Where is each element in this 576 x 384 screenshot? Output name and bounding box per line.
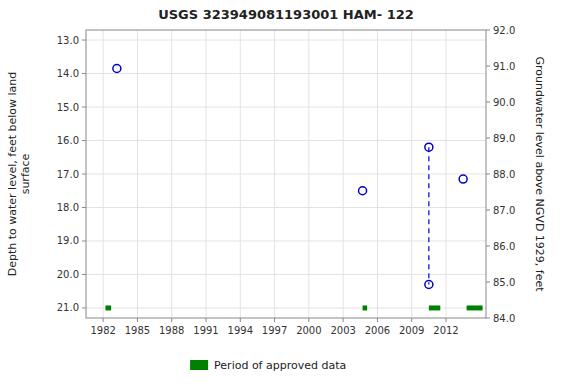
y-tick	[82, 307, 86, 308]
x-tick	[377, 318, 378, 322]
x-tick	[103, 318, 104, 322]
x-tick	[274, 318, 275, 322]
grid-line-y	[86, 240, 486, 241]
x-tick-label: 2012	[433, 325, 458, 336]
y2-tick-label: 84.0	[493, 313, 515, 324]
x-tick	[240, 318, 241, 322]
y2-tick	[486, 30, 490, 31]
y-tick-label: 18.0	[57, 202, 79, 213]
y2-tick-label: 86.0	[493, 241, 515, 252]
y-tick	[82, 107, 86, 108]
axes: 1982 1985 1988 1991 1994 1997 2000 2003 2006 2009…	[57, 25, 516, 337]
x-tick-label: 1982	[90, 325, 115, 336]
y2-tick	[486, 138, 490, 139]
marks	[105, 65, 482, 308]
approved-period-bar	[363, 305, 368, 310]
grid-line-y	[86, 40, 486, 41]
y2-tick-label: 92.0	[493, 25, 515, 36]
legend-swatch	[190, 360, 208, 370]
x-tick-label: 1997	[262, 325, 287, 336]
grid	[86, 30, 486, 318]
x-tick	[446, 318, 447, 322]
point	[459, 175, 467, 183]
y-tick	[82, 240, 86, 241]
x-tick-label: 2000	[296, 325, 321, 336]
x-tick-label: 1988	[159, 325, 184, 336]
y-tick	[82, 73, 86, 74]
y2-tick-label: 88.0	[493, 169, 515, 180]
x-tick-label: 1991	[193, 325, 218, 336]
y2-tick-label: 91.0	[493, 61, 515, 72]
y2-tick-label: 87.0	[493, 205, 515, 216]
y2-axis-label: Groundwater level above NGVD 1929, feet	[533, 56, 546, 292]
approved-period-bar	[105, 305, 111, 310]
x-tick	[308, 318, 309, 322]
y-axis-label: Depth to water level, feet below landsur…	[6, 72, 32, 277]
y-axis-label-line: surface	[19, 153, 32, 194]
approved-period-bar	[467, 305, 483, 310]
x-tick	[137, 318, 138, 322]
approved-period-bar	[429, 305, 440, 310]
plot-frame	[86, 30, 486, 318]
y2-tick	[486, 66, 490, 67]
x-tick-label: 1994	[228, 325, 253, 336]
y2-tick	[486, 282, 490, 283]
grid-line-y	[86, 207, 486, 208]
grid-line-y	[86, 73, 486, 74]
legend: Period of approved data	[190, 359, 346, 372]
y-tick	[82, 140, 86, 141]
y2-tick	[486, 174, 490, 175]
title: USGS 323949081193001 HAM- 122	[158, 7, 414, 22]
y-tick	[82, 274, 86, 275]
y-tick-label: 15.0	[57, 102, 79, 113]
x-tick	[206, 318, 207, 322]
dashed-line	[428, 147, 429, 284]
y-tick-label: 17.0	[57, 169, 79, 180]
x-tick-label: 2003	[330, 325, 355, 336]
y-tick-label: 14.0	[57, 68, 79, 79]
y-tick	[82, 40, 86, 41]
y2-tick	[486, 318, 490, 319]
y-tick-label: 20.0	[57, 269, 79, 280]
y-tick	[82, 174, 86, 175]
y-tick-label: 16.0	[57, 135, 79, 146]
grid-line-y	[86, 174, 486, 175]
x-tick	[411, 318, 412, 322]
y-tick	[82, 207, 86, 208]
y2-tick	[486, 210, 490, 211]
grid-line-y	[86, 107, 486, 108]
x-tick-label: 2009	[399, 325, 424, 336]
point	[113, 65, 121, 73]
y2-tick-label: 85.0	[493, 277, 515, 288]
y-tick-label: 21.0	[57, 302, 79, 313]
y-tick-label: 19.0	[57, 235, 79, 246]
x-tick-label: 2006	[365, 325, 390, 336]
x-tick	[343, 318, 344, 322]
y2-tick-label: 89.0	[493, 133, 515, 144]
y-axis-label-line: Depth to water level, feet below land	[6, 72, 19, 277]
legend-label: Period of approved data	[214, 359, 346, 372]
x-tick	[171, 318, 172, 322]
x-tick-label: 1985	[125, 325, 150, 336]
y-tick-label: 13.0	[57, 35, 79, 46]
y2-tick-label: 90.0	[493, 97, 515, 108]
chart: 1982 1985 1988 1991 1994 1997 2000 2003 2006 2009…	[0, 0, 576, 384]
y2-tick	[486, 246, 490, 247]
point	[359, 187, 367, 195]
grid-line-y	[86, 274, 486, 275]
y2-tick	[486, 102, 490, 103]
grid-line-y	[86, 307, 486, 308]
grid-line-y	[86, 140, 486, 141]
